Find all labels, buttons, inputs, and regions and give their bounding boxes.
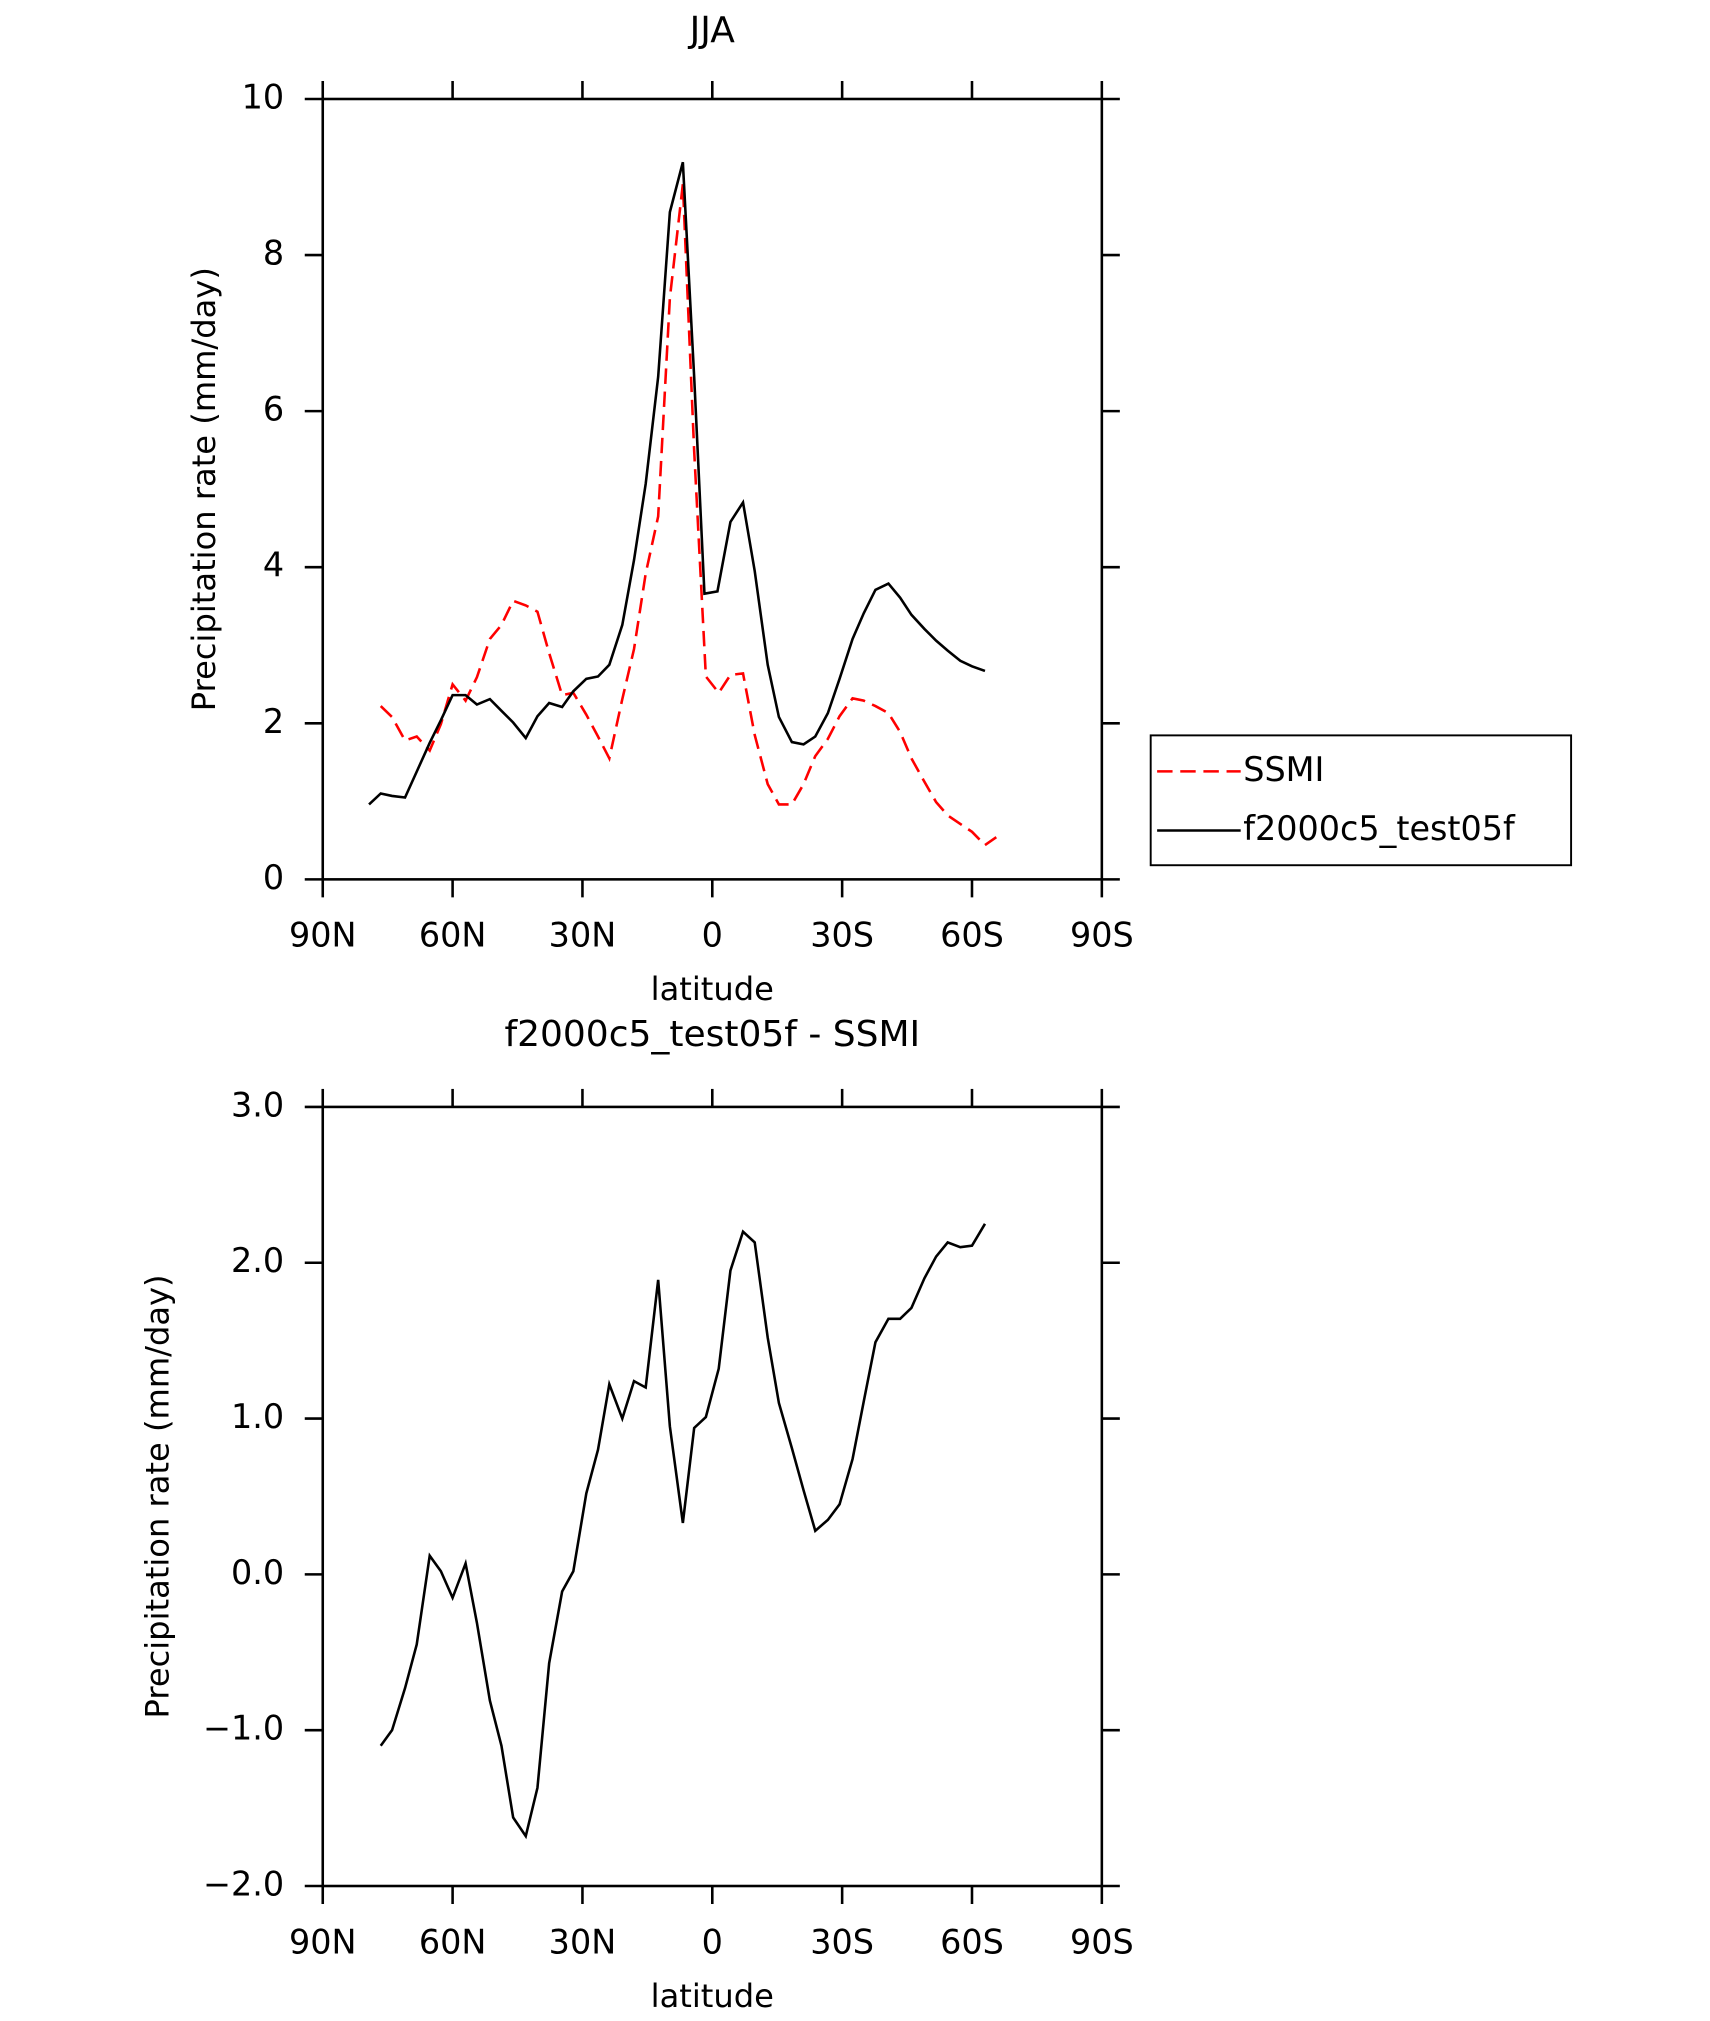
x-tick-label: 60S <box>940 916 1004 955</box>
plot-frame <box>321 97 1104 881</box>
y-tick-label: −1.0 <box>203 1709 284 1748</box>
y-tick-label: 4 <box>263 546 284 585</box>
legend-box <box>1149 734 1573 867</box>
y-tick-label: 0.0 <box>231 1553 284 1592</box>
x-tick-label: 0 <box>702 1922 723 1961</box>
x-tick-label: 0 <box>702 916 723 955</box>
x-tick-label: 30N <box>549 916 617 955</box>
x-tick-label: 30S <box>810 916 874 955</box>
x-tick-label: 90N <box>289 1922 357 1961</box>
plot-frame <box>321 1105 1104 1888</box>
x-tick-label: 60N <box>419 1922 487 1961</box>
y-tick-label: 0 <box>263 858 284 897</box>
x-axis-label: latitude <box>651 1977 774 2015</box>
chart-title: f2000c5_test05f - SSMI <box>504 1014 920 1055</box>
y-tick-label: 2 <box>263 702 284 741</box>
y-tick-label: 6 <box>263 390 284 429</box>
legend-label: f2000c5_test05f <box>1243 809 1516 848</box>
chart-title: JJA <box>688 10 736 51</box>
x-tick-label: 30N <box>549 1922 617 1961</box>
y-tick-label: 2.0 <box>231 1241 284 1280</box>
x-axis-label: latitude <box>651 970 774 1008</box>
y-tick-label: 3.0 <box>231 1085 284 1124</box>
x-tick-label: 30S <box>810 1922 874 1961</box>
legend-label: SSMI <box>1243 750 1324 789</box>
data-line <box>379 183 998 847</box>
x-tick-label: 60N <box>419 916 487 955</box>
y-tick-label: 10 <box>242 77 285 116</box>
x-tick-label: 90N <box>289 916 357 955</box>
y-axis-label: Precipitation rate (mm/day) <box>185 267 223 711</box>
x-tick-label: 90S <box>1070 916 1134 955</box>
x-tick-label: 90S <box>1070 1922 1134 1961</box>
x-tick-label: 60S <box>940 1922 1004 1961</box>
data-line <box>379 1223 987 1840</box>
y-axis-label: Precipitation rate (mm/day) <box>138 1274 176 1718</box>
y-tick-label: 1.0 <box>231 1397 284 1436</box>
y-tick-label: −2.0 <box>203 1865 284 1904</box>
data-line <box>368 161 986 806</box>
y-tick-label: 8 <box>263 234 284 273</box>
